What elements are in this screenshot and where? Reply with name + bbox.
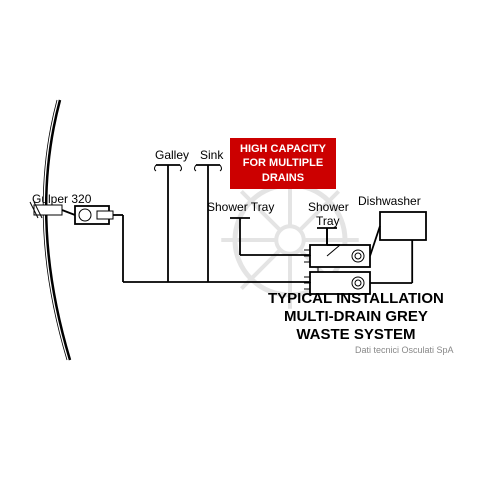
title-line3: WASTE SYSTEM	[296, 326, 415, 343]
capacity-banner: HIGH CAPACITY FOR MULTIPLE DRAINS	[230, 138, 336, 189]
label-dishwasher: Dishwasher	[358, 194, 421, 208]
dishwasher-icon	[380, 212, 426, 240]
label-shower1: Shower Tray	[207, 200, 274, 214]
diagram-title: TYPICAL INSTALLATION MULTI-DRAIN GREY WA…	[268, 290, 444, 344]
diagram-canvas	[0, 0, 500, 500]
banner-line2: FOR MULTIPLE	[243, 157, 323, 169]
hull-curve	[46, 100, 70, 360]
banner-line1: HIGH CAPACITY	[240, 143, 326, 155]
title-line1: TYPICAL INSTALLATION	[268, 290, 444, 307]
label-shower2b: Tray	[316, 214, 340, 228]
label-sink: Sink	[200, 148, 223, 162]
label-gulper: Gulper 320	[32, 192, 91, 206]
label-shower2: Shower	[308, 200, 349, 214]
label-galley: Galley	[155, 148, 189, 162]
title-line2: MULTI-DRAIN GREY	[284, 308, 428, 325]
banner-line3: DRAINS	[262, 172, 304, 184]
attribution-text: Dati tecnici Osculati SpA	[355, 345, 454, 355]
